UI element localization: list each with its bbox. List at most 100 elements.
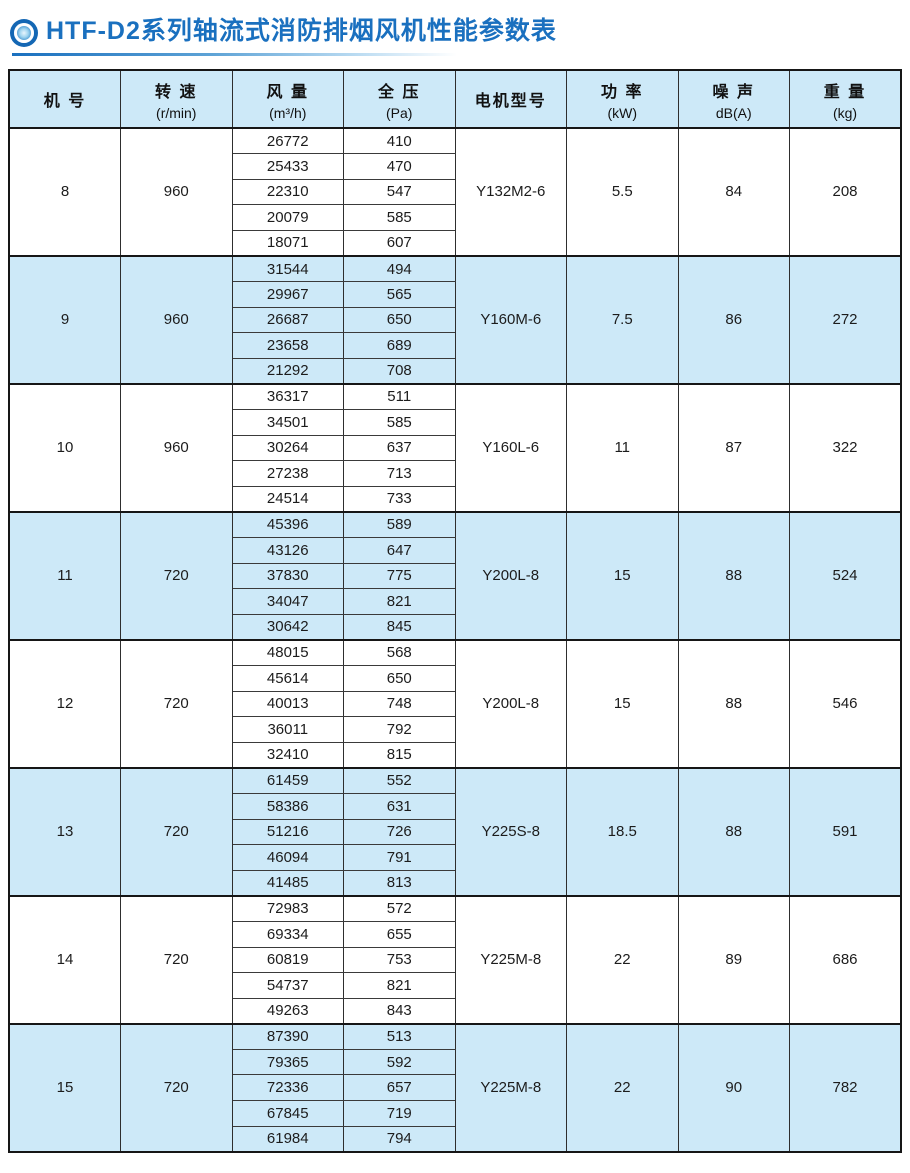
power-cell: 15 (566, 510, 679, 640)
airflow-cell: 45396 (231, 510, 344, 538)
weight-cell: 272 (789, 254, 902, 384)
performance-table: 机 号 转 速 (r/min) 风 量 (m³/h) 全 压 (Pa) 电机型号… (8, 69, 902, 1153)
airflow-cell: 24514 (231, 486, 344, 513)
weight-cell: 546 (789, 638, 902, 768)
model-no-cell: 11 (8, 510, 121, 640)
col-label: 噪 声 (712, 83, 755, 101)
model-no-cell: 12 (8, 638, 121, 768)
motor-model-cell: Y225M-8 (454, 1022, 567, 1152)
table-row: 34501 585 (9, 409, 901, 436)
pressure-cell: 631 (343, 793, 456, 820)
weight-cell: 208 (789, 127, 902, 256)
airflow-cell: 60819 (231, 947, 344, 974)
table-row: 23658 689 (9, 332, 901, 359)
airflow-cell: 30264 (231, 435, 344, 462)
pressure-cell: 821 (343, 972, 456, 999)
table-row: 49263 843 (9, 998, 901, 1025)
title-bullet-icon (14, 22, 34, 43)
pressure-cell: 547 (343, 179, 456, 206)
col-header-weight: 重 量 (kg) (789, 69, 902, 129)
table-row: 9 960 31544 494 Y160M-6 7.5 86 272 (8, 254, 902, 384)
table-row: 14 720 72983 572 Y225M-8 22 89 686 (8, 894, 902, 1024)
power-cell: 11 (566, 382, 679, 512)
airflow-cell: 18071 (231, 230, 344, 257)
pressure-cell: 726 (343, 819, 456, 846)
table-row: 43126 647 (9, 537, 901, 564)
noise-cell: 87 (677, 382, 790, 512)
title-underline (12, 53, 457, 56)
speed-cell: 960 (120, 382, 233, 512)
model-no-cell: 13 (8, 766, 121, 896)
table-row: 79365 592 (9, 1049, 901, 1076)
airflow-cell: 36317 (231, 382, 344, 411)
pressure-cell: 845 (343, 614, 456, 641)
airflow-cell: 58386 (231, 793, 344, 820)
airflow-cell: 61459 (231, 766, 344, 794)
airflow-cell: 37830 (231, 563, 344, 590)
noise-cell: 88 (677, 638, 790, 768)
table-row: 41485 813 (9, 870, 901, 897)
table-header: 机 号 转 速 (r/min) 风 量 (m³/h) 全 压 (Pa) 电机型号… (8, 69, 902, 129)
table-row: 20079 585 (9, 204, 901, 231)
pressure-cell: 689 (343, 332, 456, 359)
pressure-cell: 568 (343, 638, 456, 666)
noise-cell: 88 (677, 510, 790, 640)
col-unit: (m³/h) (269, 104, 307, 121)
airflow-cell: 30642 (231, 614, 344, 641)
table-row: 25433 470 (9, 153, 901, 180)
table-row: 51216 726 (9, 819, 901, 846)
table-row: 30264 637 (9, 435, 901, 462)
speed-cell: 720 (120, 766, 233, 896)
pressure-cell: 470 (343, 153, 456, 180)
model-no-cell: 14 (8, 894, 121, 1024)
col-header-pressure: 全 压 (Pa) (343, 69, 456, 129)
airflow-cell: 40013 (231, 691, 344, 718)
weight-cell: 524 (789, 510, 902, 640)
table-row: 61984 794 (9, 1126, 901, 1153)
table-row: 40013 748 (9, 691, 901, 718)
pressure-cell: 657 (343, 1074, 456, 1102)
weight-cell: 591 (789, 766, 902, 896)
motor-model-cell: Y225S-8 (454, 766, 567, 896)
pressure-cell: 791 (343, 844, 456, 871)
airflow-cell: 29967 (231, 281, 344, 308)
col-label: 机 号 (43, 93, 87, 110)
motor-model-cell: Y200L-8 (454, 638, 567, 768)
airflow-cell: 36011 (231, 716, 344, 743)
table-row: 46094 791 (9, 844, 901, 871)
motor-model-cell: Y200L-8 (454, 510, 567, 640)
pressure-cell: 650 (343, 665, 456, 692)
speed-cell: 720 (120, 638, 233, 768)
noise-cell: 88 (677, 766, 790, 896)
pressure-cell: 494 (343, 254, 456, 283)
col-label: 风 量 (266, 83, 309, 101)
col-header-airflow: 风 量 (m³/h) (231, 69, 344, 129)
airflow-cell: 79365 (231, 1049, 344, 1076)
airflow-cell: 51216 (231, 819, 344, 846)
table-row: 10 960 36317 511 Y160L-6 11 87 322 (8, 382, 902, 512)
table-row: 8 960 26772 410 Y132M2-6 5.5 84 208 (8, 127, 902, 256)
airflow-cell: 26772 (231, 127, 344, 155)
pressure-cell: 655 (343, 921, 456, 948)
col-label: 电机型号 (474, 93, 547, 110)
pressure-cell: 585 (343, 409, 456, 436)
pressure-cell: 410 (343, 127, 456, 155)
airflow-cell: 20079 (231, 204, 344, 231)
airflow-cell: 61984 (231, 1126, 344, 1153)
power-cell: 18.5 (566, 766, 679, 896)
col-unit: (kW) (607, 104, 638, 121)
table-row: 27238 713 (9, 460, 901, 487)
airflow-cell: 34047 (231, 588, 344, 615)
col-label: 重 量 (823, 83, 867, 101)
model-no-cell: 8 (8, 127, 121, 256)
pressure-cell: 592 (343, 1049, 456, 1076)
model-no-cell: 10 (8, 382, 121, 512)
table-row: 29967 565 (9, 281, 901, 308)
table-row: 54737 821 (9, 972, 901, 999)
table-row: 26687 650 (9, 307, 901, 334)
power-cell: 15 (566, 638, 679, 768)
col-header-motor-model: 电机型号 (454, 69, 567, 129)
table-row: 58386 631 (9, 793, 901, 820)
table-row: 12 720 48015 568 Y200L-8 15 88 546 (8, 638, 902, 768)
weight-cell: 322 (789, 382, 902, 512)
